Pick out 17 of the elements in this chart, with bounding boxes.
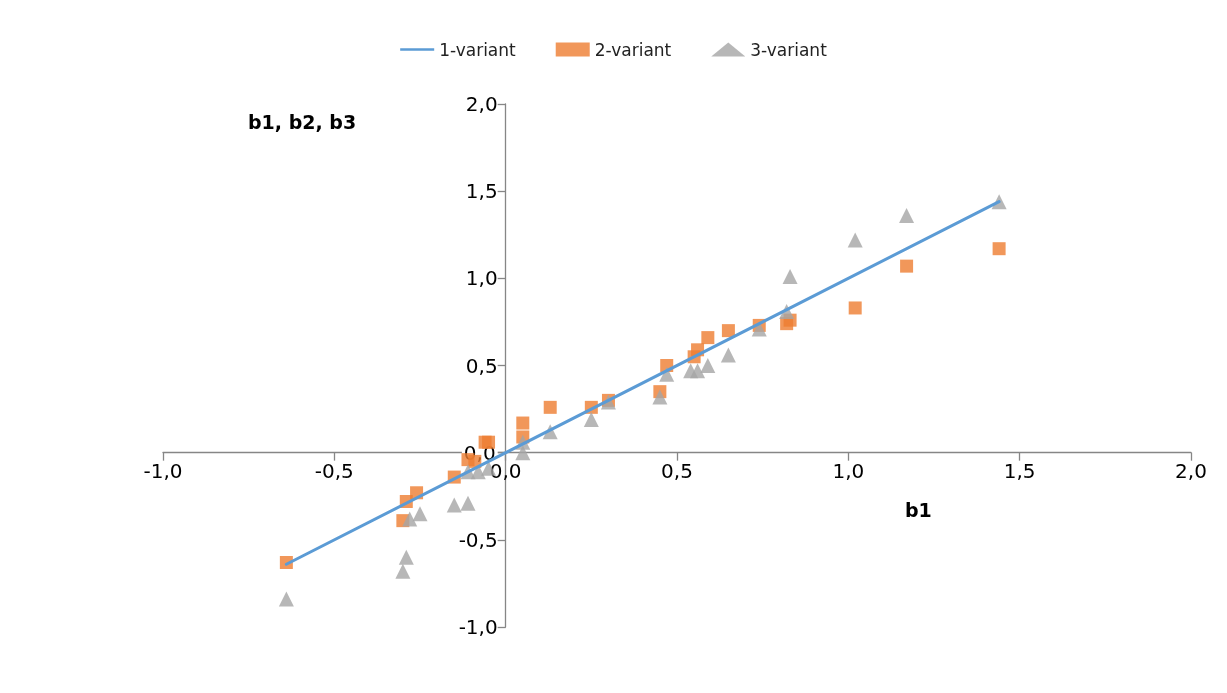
x-tick-label: 0,5	[661, 458, 693, 483]
y-tick-label: -0,5	[458, 527, 498, 552]
x-tick-label: 1,0	[832, 458, 865, 483]
y-tick-label: 1,0	[465, 266, 498, 291]
y-tick-label: -1,0	[458, 615, 498, 639]
legend-label: 3-variant	[750, 39, 828, 60]
y-tick-label: 1,5	[465, 179, 498, 204]
x-tick-label: 1,5	[1003, 458, 1036, 483]
x-tick-label: -1,0	[143, 458, 183, 483]
y-axis-title: b1, b2, b3	[248, 110, 357, 133]
legend-label: 1-variant	[439, 39, 517, 60]
x-axis-title: b1	[905, 498, 932, 521]
legend-label: 2-variant	[594, 39, 672, 60]
y-tick-label: 0,5	[465, 353, 498, 378]
x-tick-label: -0,5	[314, 458, 354, 483]
y-tick-label: 2,0	[465, 92, 498, 116]
x-tick-label: 2,0	[1175, 458, 1207, 483]
